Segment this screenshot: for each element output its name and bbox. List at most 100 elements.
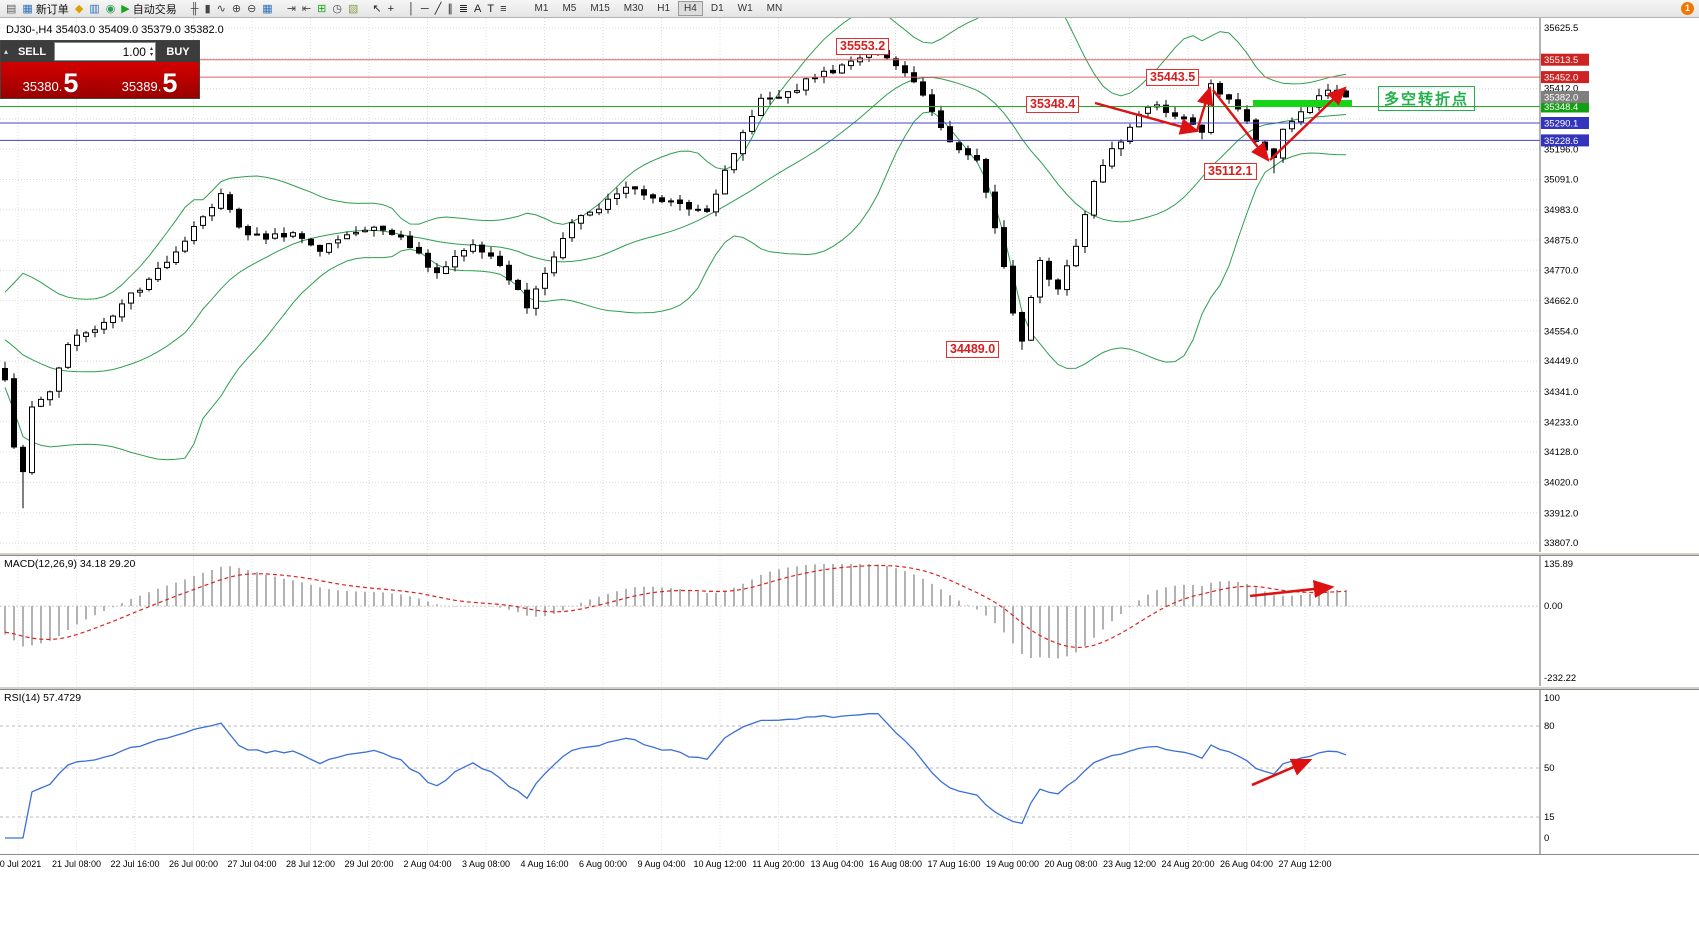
main-chart-panel[interactable]: 35625.5 35196.0 35091.0 34983.0 34875.0 34770… bbox=[0, 18, 1699, 552]
price-annotation[interactable]: 35553.2 bbox=[836, 38, 890, 55]
horizontal-line-icon[interactable]: ─ bbox=[419, 1, 431, 17]
candlestick-chart-icon[interactable]: ▮ bbox=[203, 1, 213, 17]
channel-icon[interactable]: ∥ bbox=[445, 1, 455, 17]
clock-icon[interactable]: ◷ bbox=[330, 1, 344, 17]
buy-price[interactable]: 35389. 5 bbox=[100, 62, 199, 98]
new-chart-icon[interactable]: ▤ bbox=[4, 1, 18, 17]
market-watch-icon: ▥ bbox=[89, 2, 100, 15]
macd-canvas[interactable]: 135.89 0.00 -232.22 bbox=[0, 556, 1699, 686]
buy-price-main: 35389. bbox=[121, 79, 162, 94]
time-axis[interactable]: 20 Jul 2021 21 Jul 08:00 22 Jul 16:00 26 Ju… bbox=[0, 854, 1699, 874]
price-level-tag bbox=[1541, 134, 1589, 147]
line-chart-icon[interactable]: ∿ bbox=[215, 1, 228, 17]
timeframe-h1-button[interactable]: H1 bbox=[657, 3, 671, 14]
market-watch-icon[interactable]: ▥ bbox=[87, 1, 101, 17]
svg-text:34449.0: 34449.0 bbox=[1544, 356, 1578, 367]
svg-text:34662.0: 34662.0 bbox=[1544, 296, 1578, 307]
time-axis-label: 26 Aug 04:00 bbox=[1219, 859, 1274, 869]
timeframe-toolbar: M1 M5 M15 M30 H1 H4 D1 W1 MN bbox=[528, 1, 790, 16]
cursor-icon: ↖ bbox=[372, 2, 382, 15]
bar-chart-icon[interactable]: ╫ bbox=[189, 1, 201, 17]
timeframe-mn-button[interactable]: MN bbox=[766, 3, 783, 14]
sell-price[interactable]: 35380. 5 bbox=[1, 62, 100, 98]
cursor-icon[interactable]: ↖ bbox=[370, 1, 383, 17]
candlestick-chart-icon: ▮ bbox=[204, 2, 211, 15]
trendline-icon[interactable]: ╱ bbox=[433, 1, 444, 17]
price-annotation[interactable]: 35443.5 bbox=[1146, 69, 1200, 86]
svg-text:0: 0 bbox=[1544, 833, 1549, 844]
rsi-canvas[interactable]: 100 80 50 15 0 bbox=[0, 690, 1699, 854]
panel-separator[interactable] bbox=[0, 686, 1699, 690]
svg-text:34875.0: 34875.0 bbox=[1544, 236, 1578, 247]
auto-scroll-icon[interactable]: ⇥ bbox=[285, 1, 298, 17]
rsi-trend-arrow[interactable] bbox=[1251, 758, 1313, 787]
svg-text:34020.0: 34020.0 bbox=[1544, 478, 1578, 489]
price-level-tag bbox=[1541, 71, 1589, 84]
svg-text:35348.4: 35348.4 bbox=[1544, 102, 1578, 113]
snapshot-icon[interactable]: ▧ bbox=[346, 1, 360, 17]
chart-ohlc-info: DJ30-,H4 35403.0 35409.0 35379.0 35382.0 bbox=[6, 24, 224, 36]
new-order-button-label: 新订单 bbox=[35, 3, 69, 16]
volume-value[interactable]: 1.00 bbox=[122, 44, 146, 59]
timeframe-m15-button[interactable]: M15 bbox=[590, 3, 610, 14]
crosshair-icon[interactable]: + bbox=[386, 1, 396, 17]
chart-shift-icon[interactable]: ⇤ bbox=[300, 1, 313, 17]
zoom-in-icon[interactable]: ⊕ bbox=[230, 1, 243, 17]
volume-input[interactable]: 1.00 ▴ ▾ bbox=[54, 42, 156, 61]
timeframe-d1-button[interactable]: D1 bbox=[710, 3, 724, 14]
bar-chart-icon: ╫ bbox=[190, 2, 199, 15]
widget-collapse-icon[interactable]: ▴ bbox=[3, 47, 8, 56]
timeframe-m30-button[interactable]: M30 bbox=[623, 3, 644, 14]
vertical-line-icon[interactable]: │ bbox=[406, 1, 417, 17]
svg-text:33807.0: 33807.0 bbox=[1544, 538, 1578, 549]
time-axis-label: 28 Jul 12:00 bbox=[285, 859, 336, 869]
svg-text:135.89: 135.89 bbox=[1544, 559, 1573, 570]
timeframe-h4-button[interactable]: H4 bbox=[678, 1, 703, 16]
volume-down-icon[interactable]: ▾ bbox=[149, 51, 153, 58]
zoom-out-icon: ⊖ bbox=[247, 2, 257, 15]
svg-text:35228.6: 35228.6 bbox=[1544, 136, 1578, 147]
price-annotation[interactable]: 35348.4 bbox=[1026, 96, 1080, 113]
panel-separator[interactable] bbox=[0, 552, 1699, 556]
new-object-icon[interactable]: ⊞ bbox=[315, 1, 328, 17]
autotrading-button[interactable]: ▶ 自动交易 bbox=[119, 1, 178, 17]
sell-button[interactable]: SELL bbox=[11, 41, 53, 62]
svg-text:-232.22: -232.22 bbox=[1544, 673, 1576, 684]
metaeditor-icon[interactable]: ◆ bbox=[73, 1, 85, 17]
support-zone-bar[interactable] bbox=[1253, 100, 1352, 107]
price-annotation[interactable]: 34489.0 bbox=[946, 341, 1000, 358]
data-window-icon: ◉ bbox=[105, 2, 116, 15]
time-axis-label: 27 Jul 04:00 bbox=[227, 859, 277, 869]
text-icon[interactable]: A bbox=[472, 1, 483, 17]
horizontal-line-icon: ─ bbox=[420, 2, 429, 15]
rsi-label: RSI(14) 57.4729 bbox=[4, 692, 82, 704]
fibonacci-icon[interactable]: ≣ bbox=[457, 1, 470, 17]
timeframe-w1-button[interactable]: W1 bbox=[737, 3, 753, 14]
buy-button[interactable]: BUY bbox=[157, 41, 199, 62]
macd-trend-arrow[interactable] bbox=[1249, 579, 1335, 599]
volume-up-icon[interactable]: ▴ bbox=[149, 45, 153, 52]
svg-text:34128.0: 34128.0 bbox=[1544, 447, 1578, 458]
turning-point-label[interactable]: 多空转折点 bbox=[1378, 86, 1476, 111]
svg-text:34983.0: 34983.0 bbox=[1544, 205, 1578, 216]
timeframe-m1-button[interactable]: M1 bbox=[534, 3, 549, 14]
svg-text:35412.0: 35412.0 bbox=[1544, 84, 1578, 95]
tile-windows-icon[interactable]: ▦ bbox=[260, 1, 274, 17]
price-level-tag bbox=[1541, 53, 1589, 66]
svg-text:35382.0: 35382.0 bbox=[1544, 93, 1578, 104]
zoom-out-icon[interactable]: ⊖ bbox=[245, 1, 258, 17]
data-window-icon[interactable]: ◉ bbox=[104, 1, 118, 17]
text-icon: A bbox=[474, 2, 482, 15]
trend-arrows[interactable] bbox=[1094, 85, 1347, 162]
time-axis-label: 19 Aug 00:00 bbox=[985, 859, 1040, 869]
new-order-button[interactable]: ▦ 新订单 bbox=[20, 1, 70, 17]
arrows-icon[interactable]: ≡ bbox=[498, 1, 508, 17]
time-axis-label: 23 Aug 12:00 bbox=[1102, 859, 1157, 869]
timeframe-m5-button[interactable]: M5 bbox=[562, 3, 577, 14]
notification-badge[interactable]: 1 bbox=[1681, 2, 1694, 15]
rsi-panel[interactable]: 100 80 50 15 0 RSI(14) 57.4729 bbox=[0, 690, 1699, 854]
label-icon[interactable]: T bbox=[485, 1, 496, 17]
trade-widget-top-row: ▴ SELL 1.00 ▴ ▾ BUY bbox=[1, 41, 199, 62]
price-annotation[interactable]: 35112.1 bbox=[1204, 163, 1257, 180]
macd-panel[interactable]: 135.89 0.00 -232.22 MACD(12,26,9) 34.18 29… bbox=[0, 556, 1699, 686]
